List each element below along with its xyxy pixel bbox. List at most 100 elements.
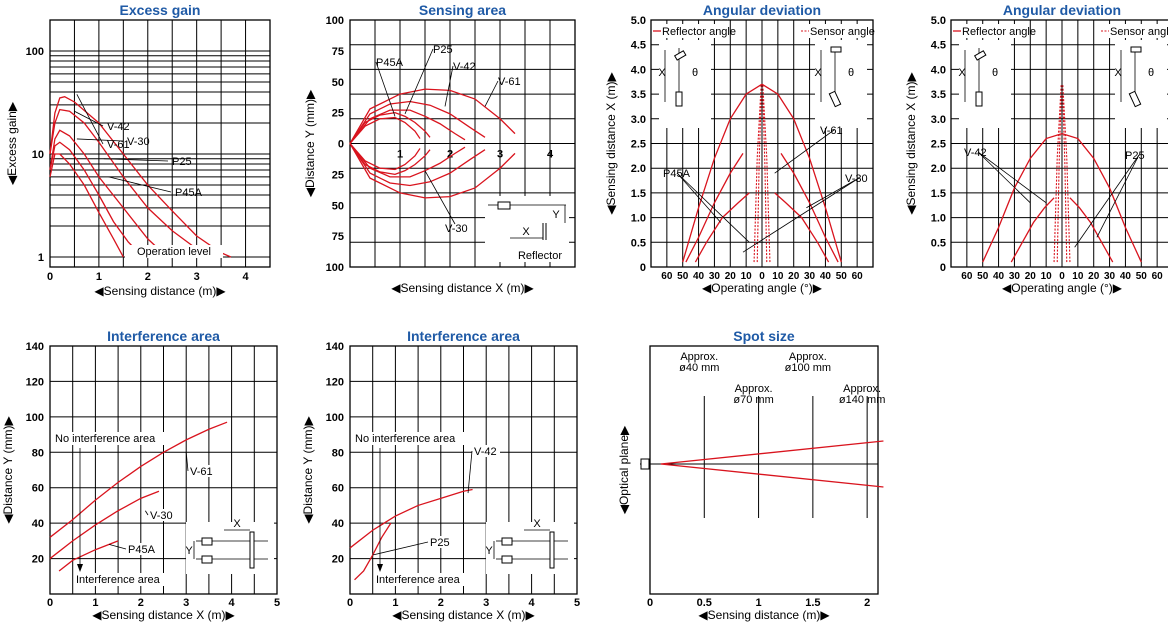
y-tick-label: 0: [640, 262, 646, 274]
series-label: V-30: [150, 510, 173, 522]
y-tick-label: 60: [332, 483, 344, 495]
y-tick-label: 4.5: [931, 40, 946, 52]
series-label: V-42: [107, 121, 130, 133]
series-line-lower: [349, 143, 431, 176]
series-leader: [185, 452, 189, 472]
y-axis-label: ◀Distance Y (mm)▶: [1, 416, 15, 524]
diagram-label-theta: θ: [992, 67, 998, 79]
arrow-head: [77, 564, 83, 572]
series-label: P25: [433, 44, 453, 56]
x-tick-label: 2: [864, 597, 870, 609]
x-tick-label: 60: [1152, 271, 1164, 282]
arrow-head: [377, 564, 383, 572]
series-line: [49, 96, 232, 258]
spot-boundary: [660, 463, 884, 488]
series-leader: [977, 151, 1031, 204]
y-tick-label: 1.0: [931, 213, 946, 225]
plot-frame: [349, 345, 578, 595]
x-tick-label: 0: [759, 271, 765, 282]
x-tick-label: 40: [693, 271, 705, 282]
x-tick-label: 40: [1120, 271, 1132, 282]
series-label: V-61: [190, 466, 213, 478]
series-line-lower: [349, 143, 466, 178]
annotation-no-interference: No interference area: [55, 433, 156, 445]
series-leader: [372, 541, 429, 556]
y-tick-label: 1: [38, 252, 44, 264]
legend-bg: [1099, 24, 1168, 38]
x-tick-label: 3: [183, 597, 189, 609]
y-tick-label: 3.0: [931, 114, 946, 126]
series-leader: [742, 177, 860, 253]
y-tick-label: 100: [26, 46, 44, 58]
series-label-bg: [126, 543, 154, 555]
series-leader: [424, 170, 456, 225]
sensor-symbol: [975, 91, 983, 107]
x-tick-label: 30: [1009, 271, 1021, 282]
series-label: V-61: [107, 139, 130, 151]
sensor-symbol: [501, 537, 513, 546]
interference-inset: [186, 522, 274, 574]
sensor-symbol: [640, 458, 650, 470]
sensor-angle-line: [1062, 84, 1071, 263]
operation-level-label: Operation level: [137, 246, 211, 258]
series-line: [49, 141, 144, 258]
series-leader: [74, 110, 104, 127]
y-axis-label: ◀Distance Y (mm)▶: [303, 89, 317, 197]
x-axis-label: ◀Sensing distance X (m)▶: [392, 608, 535, 622]
series-leader: [484, 80, 499, 107]
series-line: [49, 129, 168, 258]
series-line-left: [982, 132, 1063, 263]
spot-size-chart: Spot size 0 0.5 1 1.5 2 ◀Sensing distance (m)▶…: [617, 328, 885, 622]
series-line: [49, 490, 160, 560]
y-tick-label: 75: [332, 231, 344, 243]
y-tick-label: 50: [332, 200, 344, 212]
series-label: P45A: [663, 168, 691, 180]
diagram-label-theta: θ: [692, 67, 698, 79]
x-tick-label: 10: [772, 271, 784, 282]
x-tick-label: 40: [993, 271, 1005, 282]
y-axis-label: ◀Sensing distance X (m)▶: [904, 71, 918, 214]
x-tick-label: 20: [1025, 271, 1037, 282]
series-leader: [108, 176, 172, 193]
interference-area-chart-1: Interference area 0 1 2 3 4 5 20 40 60 80 100 120 140…: [1, 328, 280, 622]
series-label-bg: [428, 536, 456, 548]
x-tick-label: 10: [1041, 271, 1053, 282]
sensor-symbol: [497, 201, 511, 210]
series-label: V-42: [453, 61, 476, 73]
series-leader: [977, 151, 1047, 204]
series-line-upper: [349, 111, 431, 144]
annotation-interference: Interference area: [376, 574, 461, 586]
chart-title: Interference area: [107, 328, 220, 344]
x-tick-label: 60: [852, 271, 864, 282]
sensing-area-chart: Sensing area 100 75 50 25 0 25 50 75 100 1 2 3 4 ◀Sens…: [303, 2, 576, 295]
y-tick-label: 80: [332, 447, 344, 459]
series-leader: [76, 138, 124, 142]
series-leader: [108, 544, 127, 550]
y-axis-label: ◀Optical plane▶: [617, 425, 631, 514]
x-tick-label: 0: [347, 597, 353, 609]
x-tick-label: 30: [1104, 271, 1116, 282]
y-tick-label: 10: [32, 149, 44, 161]
diagram-label-x: X: [522, 226, 530, 238]
sensor-symbol: [675, 91, 683, 107]
x-tick-label: 4: [229, 597, 236, 609]
y-tick-label: 1.5: [931, 188, 946, 200]
x-tick-label: 0: [1059, 271, 1065, 282]
x-tick-label: 2: [438, 597, 444, 609]
spot-annotation: ø140 mm: [839, 394, 885, 406]
x-tick-label: 5: [274, 597, 280, 609]
series-line-upper: [349, 100, 486, 144]
series-leader: [103, 158, 169, 162]
spot-annotation: ø40 mm: [679, 362, 719, 374]
x-tick-label: 3: [497, 149, 503, 161]
series-leader: [1096, 154, 1140, 238]
annotation-no-interference: No interference area: [355, 433, 456, 445]
angle-diagram: [815, 40, 867, 128]
x-tick-label: 50: [1136, 271, 1148, 282]
y-tick-label: 2.0: [631, 163, 646, 175]
legend-label: Sensor angle: [810, 26, 875, 38]
x-axis-label: ◀Sensing distance X (m)▶: [92, 608, 235, 622]
x-tick-label: 1: [392, 597, 398, 609]
x-tick-label: 3: [483, 597, 489, 609]
